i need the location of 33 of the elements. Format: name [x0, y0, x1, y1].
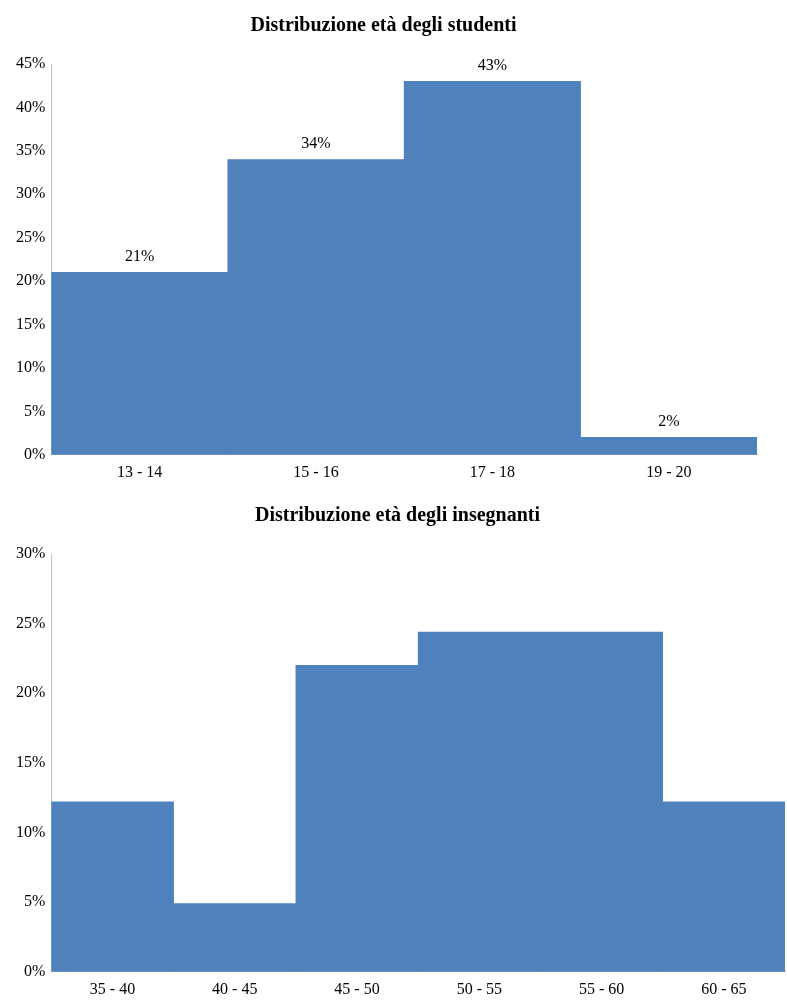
y-tick-label: 25% — [16, 227, 46, 245]
y-tick-label: 15% — [16, 314, 46, 332]
y-tick-label: 0% — [24, 445, 46, 462]
x-tick-label: 55 - 60 — [578, 979, 625, 997]
x-tick-label: 50 - 55 — [456, 979, 502, 997]
data-label: 2% — [658, 411, 680, 429]
data-label: 43% — [477, 55, 508, 73]
y-tick-label: 40% — [16, 97, 46, 115]
x-tick-label: 40 - 45 — [212, 979, 258, 997]
x-tick-label: 35 - 40 — [89, 979, 136, 997]
y-tick-label: 35% — [16, 141, 46, 159]
data-label: 34% — [301, 133, 331, 151]
x-tick-label: 13 - 14 — [116, 462, 163, 480]
data-label: 21% — [124, 246, 155, 264]
x-tick-label: 60 - 65 — [701, 979, 747, 997]
y-tick-label: 30% — [16, 544, 46, 562]
x-tick-label: 45 - 50 — [334, 979, 380, 997]
x-tick-label: 17 - 18 — [469, 462, 516, 480]
y-tick-label: 5% — [24, 401, 46, 419]
y-tick-label: 5% — [24, 892, 46, 910]
y-tick-label: 25% — [16, 613, 46, 631]
x-tick-label: 19 - 20 — [646, 462, 692, 480]
x-tick-label: 15 - 16 — [293, 462, 339, 480]
y-tick-label: 10% — [16, 358, 46, 376]
y-tick-label: 0% — [24, 962, 46, 979]
chart-title: Distribuzione età degli insegnanti — [254, 503, 541, 527]
y-tick-label: 15% — [16, 753, 46, 771]
y-tick-label: 45% — [16, 54, 46, 72]
y-tick-label: 10% — [16, 822, 46, 840]
y-tick-label: 30% — [16, 184, 46, 202]
y-tick-label: 20% — [16, 683, 46, 701]
chart-title: Distribuzione età degli studenti — [250, 13, 517, 37]
y-tick-label: 20% — [16, 271, 46, 289]
